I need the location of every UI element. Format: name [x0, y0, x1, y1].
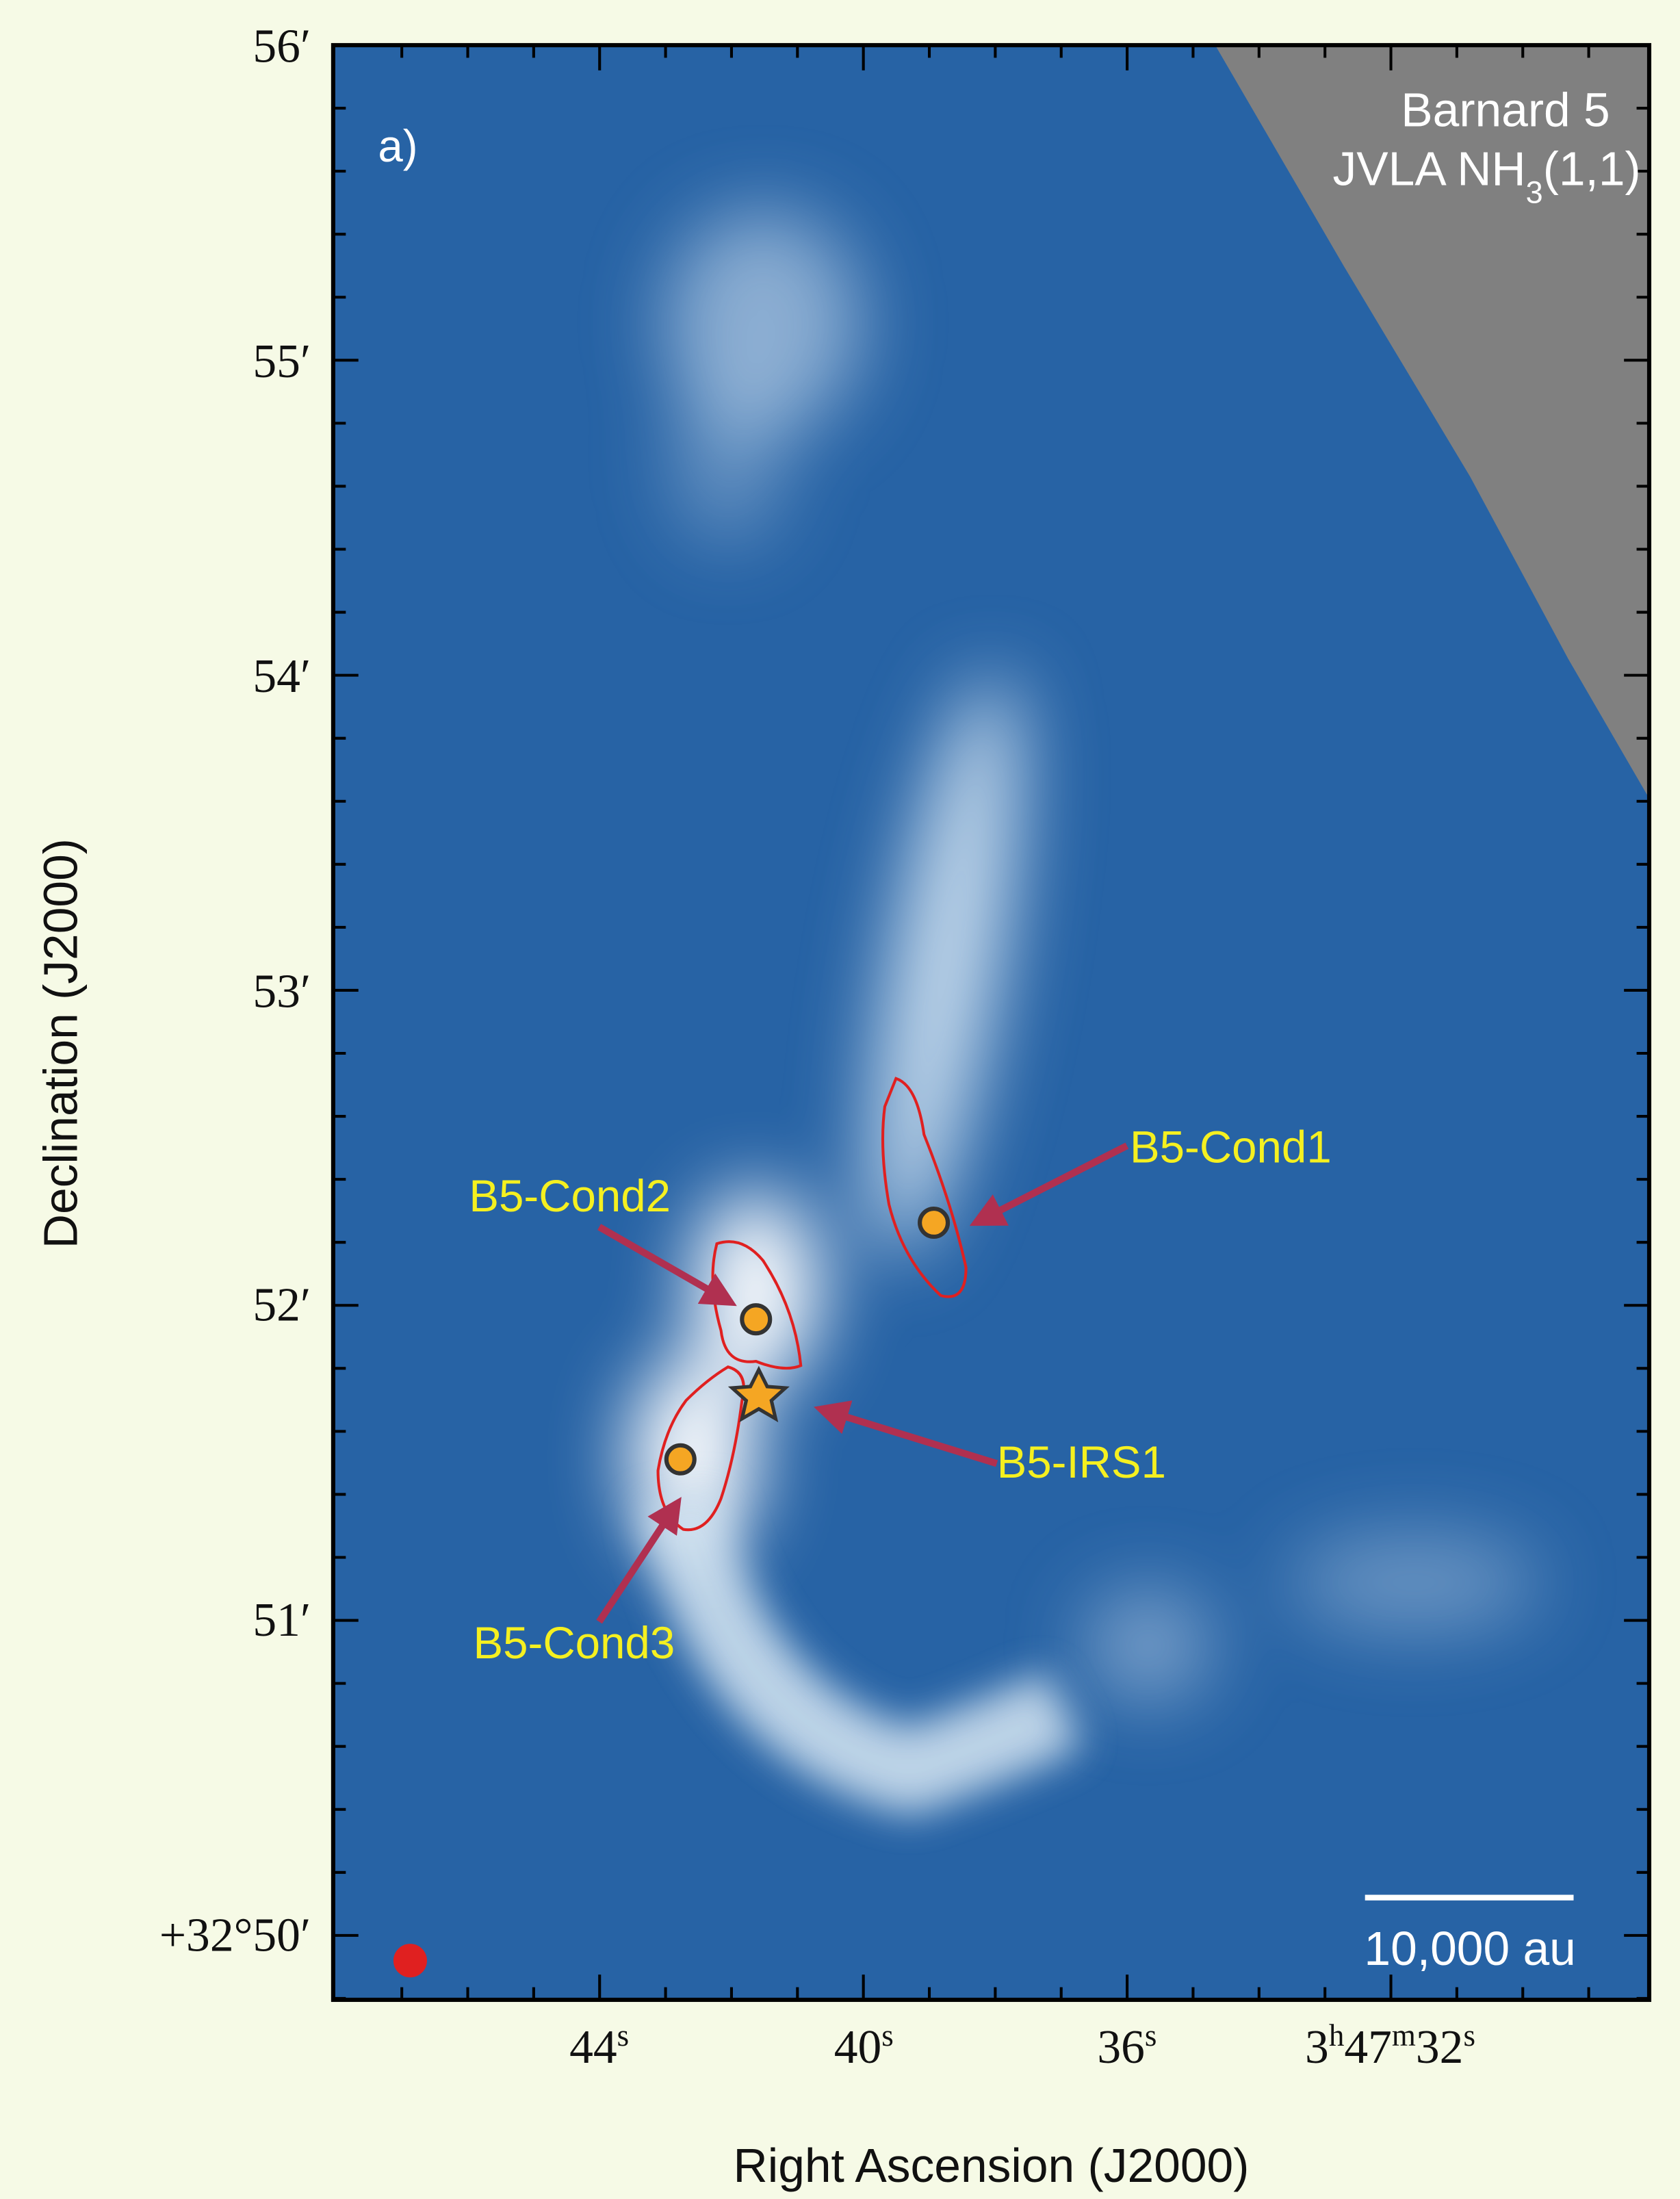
- text-part: s: [1145, 2018, 1157, 2053]
- x-tick-label: 36s: [1097, 2018, 1156, 2074]
- x-axis-label: Right Ascension (J2000): [734, 2139, 1250, 2192]
- text-part: 44: [569, 2021, 617, 2074]
- panel-label: a): [378, 121, 417, 171]
- beam: [393, 1944, 427, 1977]
- y-tick-label: 55′: [253, 335, 311, 388]
- figure: a) Barnard 5 JVLA NH3(1,1) B5-Cond1 B5-C…: [0, 0, 1680, 2199]
- title-line: Barnard 5: [1401, 83, 1610, 137]
- y-tick-label: +32°50′: [159, 1909, 311, 1962]
- annotation: B5-IRS1: [997, 1437, 1166, 1487]
- x-tick-label: 40s: [834, 2018, 894, 2074]
- text-part: JVLA NH: [1333, 142, 1526, 196]
- image: [333, 45, 1649, 2000]
- y-tick-label: 52′: [253, 1279, 311, 1332]
- annotation: B5-Cond3: [473, 1618, 675, 1668]
- text-part: h: [1329, 2018, 1345, 2053]
- text-part: (1,1): [1543, 142, 1641, 196]
- page: a) Barnard 5 JVLA NH3(1,1) B5-Cond1 B5-C…: [0, 0, 1680, 2199]
- y-tick-label: 54′: [253, 650, 311, 703]
- y-tick-label: 56′: [253, 21, 311, 73]
- text-part: m: [1392, 2018, 1416, 2053]
- y-tick-label: 53′: [253, 965, 311, 1018]
- y-tick-label: 51′: [253, 1594, 311, 1647]
- text-part: s: [617, 2018, 630, 2053]
- text-part: 32: [1416, 2021, 1464, 2074]
- text-part: s: [881, 2018, 894, 2053]
- text-part: 3: [1526, 175, 1543, 209]
- text-part: s: [1463, 2018, 1475, 2053]
- x-tick-label: 3h47m32s: [1305, 2018, 1475, 2074]
- scale-bar-label: 10,000 au: [1364, 1922, 1575, 1975]
- text-part: Barnard 5: [1401, 83, 1610, 137]
- x-tick-label: 44s: [569, 2018, 629, 2074]
- text-part: 36: [1097, 2021, 1145, 2074]
- annotation: B5-Cond1: [1130, 1122, 1332, 1172]
- text-part: 47: [1344, 2021, 1392, 2074]
- text-part: 3: [1305, 2021, 1329, 2074]
- annotation: B5-Cond2: [469, 1171, 671, 1221]
- y-axis-label: Declination (J2000): [34, 838, 88, 1248]
- text-part: 40: [834, 2021, 882, 2074]
